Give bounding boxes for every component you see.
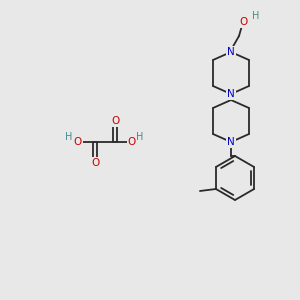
Text: O: O (91, 158, 99, 168)
Text: O: O (74, 137, 82, 147)
Text: H: H (136, 132, 144, 142)
Text: H: H (65, 132, 73, 142)
Text: O: O (111, 116, 119, 126)
Text: O: O (128, 137, 136, 147)
Text: N: N (227, 47, 235, 57)
Text: N: N (227, 137, 235, 147)
Text: H: H (252, 11, 260, 21)
Text: N: N (227, 89, 235, 99)
Text: O: O (239, 17, 247, 27)
